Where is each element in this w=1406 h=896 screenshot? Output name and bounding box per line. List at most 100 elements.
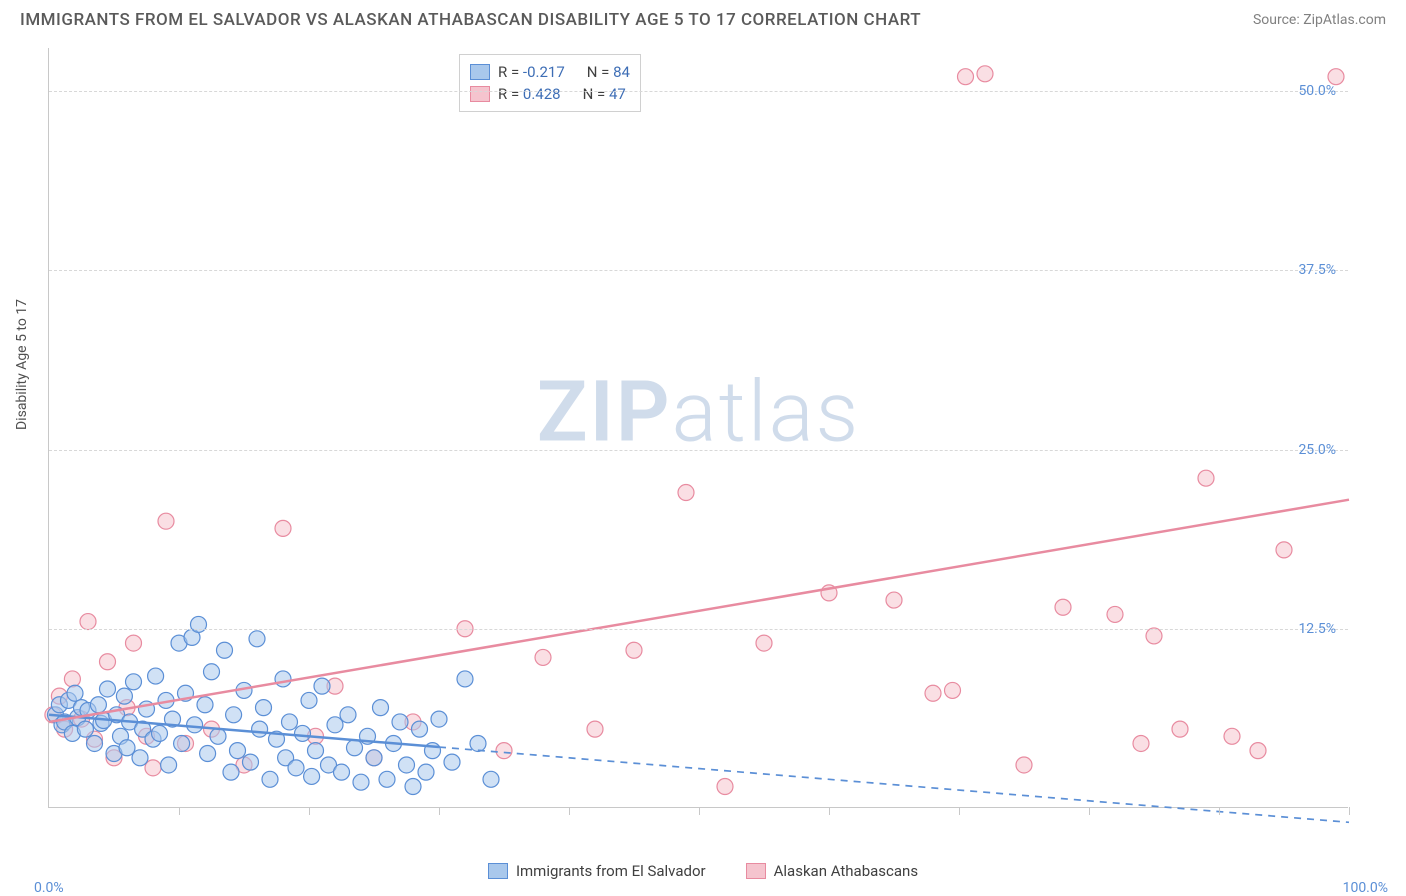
x-tick bbox=[1089, 807, 1090, 815]
data-point-el_salvador bbox=[399, 757, 415, 773]
data-point-athabascan bbox=[945, 682, 961, 698]
data-point-athabascan bbox=[275, 520, 291, 536]
data-point-athabascan bbox=[1198, 470, 1214, 486]
x-tick bbox=[829, 807, 830, 815]
data-point-el_salvador bbox=[262, 771, 278, 787]
data-point-el_salvador bbox=[288, 760, 304, 776]
trend-line-el_salvador bbox=[49, 715, 439, 747]
data-point-el_salvador bbox=[204, 664, 220, 680]
x-tick bbox=[569, 807, 570, 815]
data-point-athabascan bbox=[1133, 735, 1149, 751]
y-tick-label: 37.5% bbox=[1298, 262, 1336, 278]
data-point-el_salvador bbox=[295, 725, 311, 741]
legend-label-athabascan: Alaskan Athabascans bbox=[774, 862, 918, 880]
data-point-el_salvador bbox=[431, 711, 447, 727]
scatter-svg bbox=[49, 48, 1348, 807]
legend-label-el-salvador: Immigrants from El Salvador bbox=[516, 862, 706, 880]
data-point-el_salvador bbox=[444, 754, 460, 770]
chart-source: Source: ZipAtlas.com bbox=[1253, 12, 1386, 28]
data-point-el_salvador bbox=[470, 735, 486, 751]
data-point-athabascan bbox=[925, 685, 941, 701]
data-point-el_salvador bbox=[366, 750, 382, 766]
data-point-athabascan bbox=[1016, 757, 1032, 773]
data-point-el_salvador bbox=[304, 768, 320, 784]
data-point-el_salvador bbox=[256, 700, 272, 716]
legend-stat-row-athabascan: R = 0.428 N = 47 bbox=[470, 83, 630, 105]
data-point-el_salvador bbox=[418, 764, 434, 780]
r-label: R = -0.217 bbox=[498, 63, 565, 81]
n-label: N = 84 bbox=[587, 63, 630, 81]
data-point-el_salvador bbox=[200, 746, 216, 762]
legend-swatch-athabascan bbox=[470, 86, 490, 102]
data-point-el_salvador bbox=[379, 771, 395, 787]
x-tick bbox=[699, 807, 700, 815]
n-value: 84 bbox=[613, 63, 630, 81]
data-point-athabascan bbox=[535, 649, 551, 665]
data-point-athabascan bbox=[1224, 728, 1240, 744]
data-point-el_salvador bbox=[187, 717, 203, 733]
data-point-el_salvador bbox=[347, 740, 363, 756]
data-point-el_salvador bbox=[327, 717, 343, 733]
data-point-athabascan bbox=[587, 721, 603, 737]
x-tick bbox=[959, 807, 960, 815]
legend-swatch-el_salvador bbox=[470, 64, 490, 80]
data-point-athabascan bbox=[958, 69, 974, 85]
data-point-el_salvador bbox=[87, 735, 103, 751]
gridline bbox=[49, 629, 1348, 630]
gridline bbox=[49, 91, 1348, 92]
n-label: N = 47 bbox=[583, 85, 626, 103]
data-point-el_salvador bbox=[77, 721, 93, 737]
data-point-el_salvador bbox=[174, 735, 190, 751]
x-tick-label-min: 0.0% bbox=[34, 880, 64, 896]
x-tick bbox=[309, 807, 310, 815]
gridline bbox=[49, 270, 1348, 271]
data-point-athabascan bbox=[126, 635, 142, 651]
data-point-el_salvador bbox=[314, 678, 330, 694]
data-point-el_salvador bbox=[116, 688, 132, 704]
data-point-el_salvador bbox=[457, 671, 473, 687]
r-label: R = 0.428 bbox=[498, 85, 561, 103]
data-point-el_salvador bbox=[226, 707, 242, 723]
r-value: 0.428 bbox=[523, 85, 561, 103]
series-legend: Immigrants from El Salvador Alaskan Atha… bbox=[0, 862, 1406, 880]
data-point-athabascan bbox=[756, 635, 772, 651]
r-value: -0.217 bbox=[523, 63, 565, 81]
data-point-el_salvador bbox=[152, 725, 168, 741]
data-point-athabascan bbox=[100, 654, 116, 670]
data-point-el_salvador bbox=[197, 697, 213, 713]
data-point-el_salvador bbox=[223, 764, 239, 780]
data-point-el_salvador bbox=[67, 685, 83, 701]
chart-plot-area: ZIPatlas R = -0.217N = 84R = 0.428N = 47… bbox=[48, 48, 1348, 808]
data-point-athabascan bbox=[1107, 606, 1123, 622]
data-point-el_salvador bbox=[217, 642, 233, 658]
gridline bbox=[49, 450, 1348, 451]
data-point-el_salvador bbox=[334, 764, 350, 780]
data-point-el_salvador bbox=[340, 707, 356, 723]
swatch-athabascan bbox=[746, 863, 766, 879]
data-point-athabascan bbox=[1276, 542, 1292, 558]
legend-item-el-salvador: Immigrants from El Salvador bbox=[488, 862, 706, 880]
data-point-athabascan bbox=[886, 592, 902, 608]
data-point-el_salvador bbox=[148, 668, 164, 684]
y-axis-title: Disability Age 5 to 17 bbox=[14, 299, 30, 430]
data-point-athabascan bbox=[1172, 721, 1188, 737]
x-tick bbox=[1219, 807, 1220, 815]
trend-line-dashed-el_salvador bbox=[439, 747, 1349, 822]
data-point-el_salvador bbox=[275, 671, 291, 687]
data-point-el_salvador bbox=[405, 778, 421, 794]
data-point-el_salvador bbox=[132, 750, 148, 766]
data-point-athabascan bbox=[977, 66, 993, 82]
y-tick-label: 25.0% bbox=[1298, 442, 1336, 458]
data-point-el_salvador bbox=[301, 692, 317, 708]
data-point-athabascan bbox=[80, 614, 96, 630]
data-point-el_salvador bbox=[210, 728, 226, 744]
data-point-athabascan bbox=[145, 760, 161, 776]
data-point-athabascan bbox=[1250, 743, 1266, 759]
data-point-athabascan bbox=[1055, 599, 1071, 615]
data-point-el_salvador bbox=[161, 757, 177, 773]
data-point-el_salvador bbox=[100, 681, 116, 697]
n-value: 47 bbox=[609, 85, 626, 103]
data-point-athabascan bbox=[64, 671, 80, 687]
data-point-athabascan bbox=[717, 778, 733, 794]
data-point-el_salvador bbox=[392, 714, 408, 730]
